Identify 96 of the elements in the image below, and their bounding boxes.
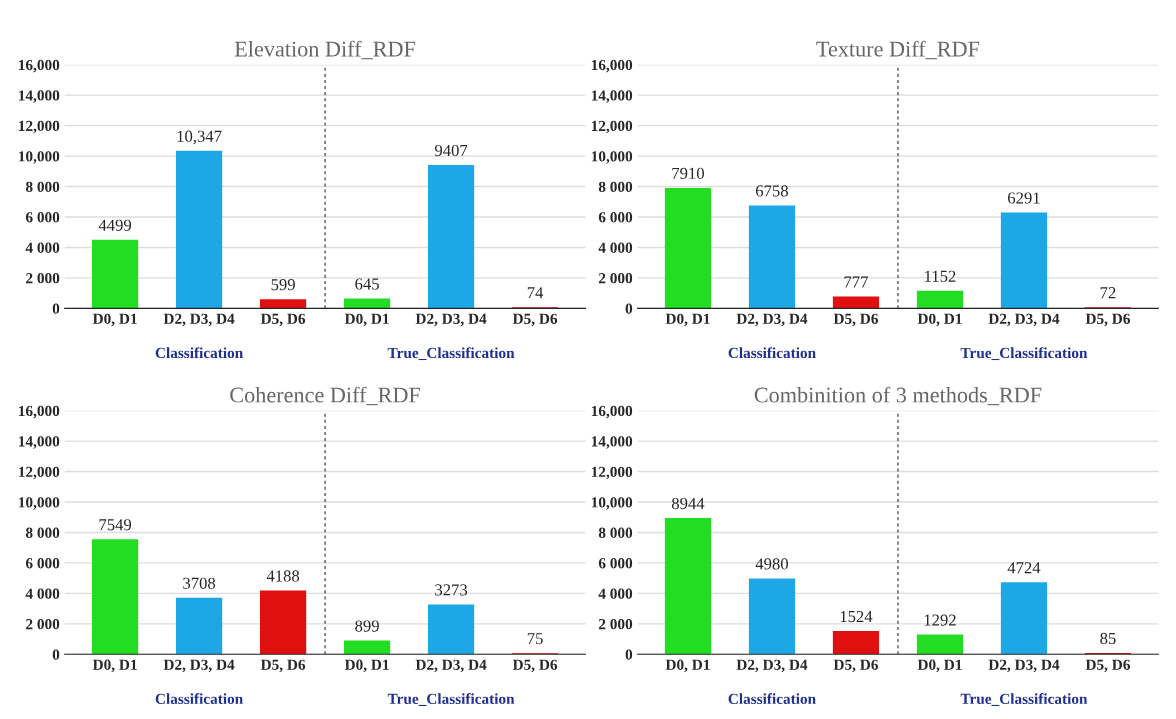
data-label: 3273: [435, 584, 468, 596]
data-label: 899: [355, 620, 379, 632]
data-label: 1292: [924, 614, 956, 626]
x-tick-label: D5, D6: [260, 313, 306, 327]
y-tick-label: 12,000: [591, 466, 633, 480]
y-tick-label: 4 000: [598, 242, 633, 253]
x-tick-label: D5, D6: [833, 659, 878, 673]
y-tick-label: 12,000: [19, 466, 60, 480]
y-tick-label: 10,000: [591, 497, 633, 510]
data-label: 6291: [1008, 192, 1040, 204]
text: True_Classification: [960, 693, 1088, 706]
chart-title: Combinition of 3 methods_RDF: [754, 386, 1042, 406]
data-label: 9407: [434, 144, 468, 157]
x-tick-label: D5, D6: [512, 659, 558, 673]
y-tick-label: 12,000: [19, 120, 60, 134]
x-tick-label: D2, D3, D4: [163, 313, 235, 327]
x-tick-label: D2, D3, D4: [988, 659, 1060, 673]
y-tick-label: 14,000: [19, 90, 60, 103]
y-tick-label: 2 000: [26, 273, 60, 284]
text: True_Classification: [387, 347, 515, 361]
data-label: 8944: [671, 497, 705, 510]
y-tick-label: 0: [52, 303, 60, 314]
y-tick-label: 8 000: [25, 181, 60, 192]
y-tick-label: 0: [625, 303, 633, 314]
y-tick-label: 0: [625, 649, 633, 660]
x-tick-label: D0, D1: [665, 659, 710, 673]
data-label: 599: [271, 279, 295, 291]
y-tick-label: 6 000: [25, 212, 60, 223]
text: Classification: [155, 347, 243, 359]
y-tick-label: 4 000: [598, 588, 633, 599]
y-tick-label: 10,000: [19, 151, 60, 164]
data-label: 7910: [672, 167, 704, 179]
x-tick-label: D5, D6: [512, 313, 558, 327]
y-tick-label: 4 000: [25, 242, 60, 253]
chart-title: Elevation Diff_RDF: [234, 40, 416, 60]
x-tick-label: D0, D1: [665, 313, 710, 327]
data-label: 3708: [183, 577, 216, 589]
y-tick-label: 2 000: [598, 273, 633, 284]
x-tick-label: D2, D3, D4: [163, 659, 235, 673]
x-tick-label: D5, D6: [833, 313, 878, 327]
y-tick-label: 10,000: [591, 151, 633, 164]
x-tick-label: D2, D3, D4: [415, 313, 487, 327]
y-tick-label: 12,000: [591, 120, 633, 134]
x-tick-label: D5, D6: [1085, 313, 1130, 327]
data-label: 1152: [925, 270, 956, 282]
x-tick-label: D0, D1: [344, 313, 389, 327]
data-label: 1524: [840, 610, 873, 623]
data-label: 4980: [755, 558, 788, 570]
text: Classification: [155, 693, 243, 705]
data-label: 7549: [99, 519, 132, 531]
data-label: 74: [527, 287, 544, 299]
y-tick-label: 8 000: [598, 527, 633, 538]
data-label: 777: [844, 276, 868, 288]
x-tick-label: D2, D3, D4: [736, 659, 808, 673]
y-tick-label: 10,000: [19, 497, 60, 510]
chart-title: Coherence Diff_RDF: [230, 386, 421, 406]
data-label: 85: [1100, 632, 1116, 645]
x-tick-label: D5, D6: [260, 659, 306, 673]
y-tick-label: 16,000: [19, 59, 60, 73]
x-tick-label: D0, D1: [917, 313, 962, 327]
y-tick-label: 14,000: [19, 436, 60, 449]
x-tick-label: D0, D1: [917, 659, 962, 673]
x-tick-label: D0, D1: [92, 659, 137, 673]
y-tick-label: 8 000: [25, 527, 60, 538]
y-tick-label: 4 000: [25, 588, 60, 599]
text: Classification: [728, 693, 816, 705]
y-tick-label: 2 000: [598, 618, 633, 630]
x-tick-label: D2, D3, D4: [988, 313, 1060, 327]
data-label: 6758: [756, 185, 788, 197]
y-tick-label: 6 000: [598, 558, 633, 569]
y-tick-label: 14,000: [591, 436, 633, 449]
x-tick-label: D2, D3, D4: [415, 659, 487, 673]
x-tick-label: D0, D1: [344, 659, 389, 673]
data-label: 72: [1100, 287, 1116, 299]
y-tick-label: 14,000: [591, 90, 633, 103]
text: True_Classification: [387, 693, 515, 706]
y-tick-label: 16,000: [19, 405, 60, 419]
y-tick-label: 6 000: [25, 558, 60, 569]
y-tick-label: 2 000: [26, 618, 60, 630]
y-tick-label: 6 000: [598, 212, 633, 223]
data-label: 10,347: [177, 130, 222, 145]
data-label: 4499: [98, 219, 132, 231]
data-label: 645: [355, 278, 379, 290]
chart-title: Texture Diff_RDF: [816, 40, 980, 60]
y-tick-label: 0: [52, 649, 60, 660]
x-tick-label: D2, D3, D4: [736, 313, 808, 327]
x-tick-label: D0, D1: [92, 313, 137, 327]
y-tick-label: 8 000: [598, 181, 633, 192]
data-label: 4188: [266, 570, 300, 582]
text: True_Classification: [960, 347, 1088, 361]
text: Classification: [728, 347, 816, 359]
data-label: 4724: [1007, 562, 1041, 574]
x-tick-label: D5, D6: [1085, 659, 1130, 673]
y-tick-label: 16,000: [591, 59, 633, 73]
data-label: 75: [527, 633, 543, 645]
y-tick-label: 16,000: [591, 405, 633, 419]
